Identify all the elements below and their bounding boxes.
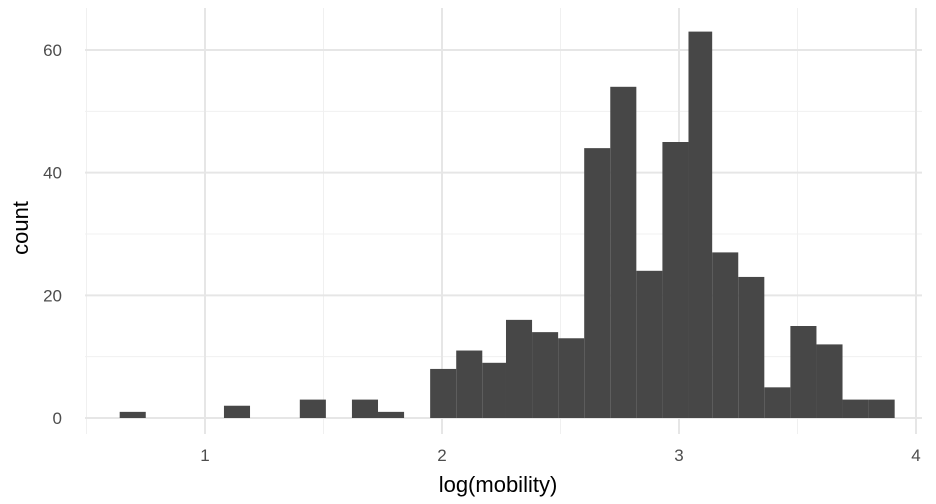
histogram-bar [790, 326, 817, 418]
x-axis-title: log(mobility) [439, 472, 558, 497]
histogram-bar [119, 411, 146, 418]
x-axis-tick-labels: 1 2 3 4 [200, 446, 920, 465]
histogram-bar [816, 344, 843, 418]
histogram-bar [662, 142, 689, 418]
histogram-bar [223, 405, 251, 418]
histogram-bars [119, 31, 895, 418]
histogram-bar [584, 148, 611, 418]
y-tick-label: 20 [43, 286, 62, 305]
histogram-bar [868, 399, 895, 418]
histogram-bar [764, 387, 791, 418]
y-axis-title: count [8, 201, 33, 255]
x-tick-label: 4 [911, 446, 920, 465]
histogram-bar [505, 319, 533, 418]
histogram-bar [482, 362, 506, 418]
histogram-bar [558, 338, 585, 418]
y-tick-label: 40 [43, 164, 62, 183]
y-tick-label: 60 [43, 41, 62, 60]
histogram-bar [430, 368, 457, 418]
histogram-bar [636, 270, 663, 418]
y-tick-label: 0 [53, 409, 62, 428]
histogram-bar [456, 350, 483, 418]
histogram-bar [688, 31, 713, 418]
x-tick-label: 2 [437, 446, 446, 465]
histogram-bar [712, 252, 739, 418]
x-tick-label: 1 [200, 446, 209, 465]
x-tick-label: 3 [674, 446, 683, 465]
histogram-bar [738, 276, 765, 418]
histogram-bar [351, 399, 379, 418]
histogram-bar [299, 399, 326, 418]
minor-gridlines [85, 8, 922, 434]
histogram-bar [610, 86, 637, 418]
histogram-bar [378, 411, 405, 418]
histogram-bar [842, 399, 869, 418]
histogram-bar [532, 332, 559, 418]
y-axis-tick-labels: 0 20 40 60 [43, 41, 62, 428]
